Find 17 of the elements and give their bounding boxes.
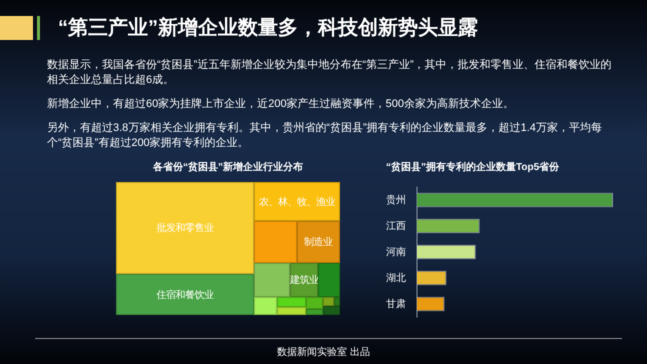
y-tick-label: 湖北 (386, 272, 406, 284)
text: 各省份“贫困县”新增企业行业分布 (152, 160, 304, 174)
chart-title: “贫困县”拥有专利的企业数量Top5省份 (386, 160, 560, 174)
category-label: 农、林、牧、渔业 (258, 196, 335, 209)
y-tick-label: 贵州 (386, 194, 406, 206)
y-tick-label: 甘肃 (386, 298, 406, 310)
y-tick-label: 河南 (386, 246, 406, 258)
category-label: 住宿和餐饮业 (156, 288, 214, 302)
text: 数据新闻实验室 出品 (276, 346, 371, 359)
text: 数据显示，我国各省份“贫困县”近五年新增企业较为集中地分布在“第三产业”，其中，批发和零售业、住宿和餐饮业的相关企业总量占比超6成。 (47, 58, 613, 88)
y-tick-label: 江西 (386, 220, 406, 232)
text: 新增企业中，有超过60家为挂牌上市企业，近200家产生过融资事件，500余家为高新技术企业。 (47, 97, 515, 112)
category-label: 建筑业 (290, 274, 318, 288)
category-label: 制造业 (304, 236, 332, 250)
text: 另外，有超过3.8万家相关企业拥有专利。其中，贵州省的“贫困县”拥有专利的企业数量最多，超过1.4万家，平均每个“贫困县”有超过200家拥有专利的企业。 (47, 121, 603, 151)
text: “第三产业”新增企业数量多，科技创新势头显露 (58, 16, 478, 41)
category-label: 批发和零售业 (156, 222, 214, 236)
